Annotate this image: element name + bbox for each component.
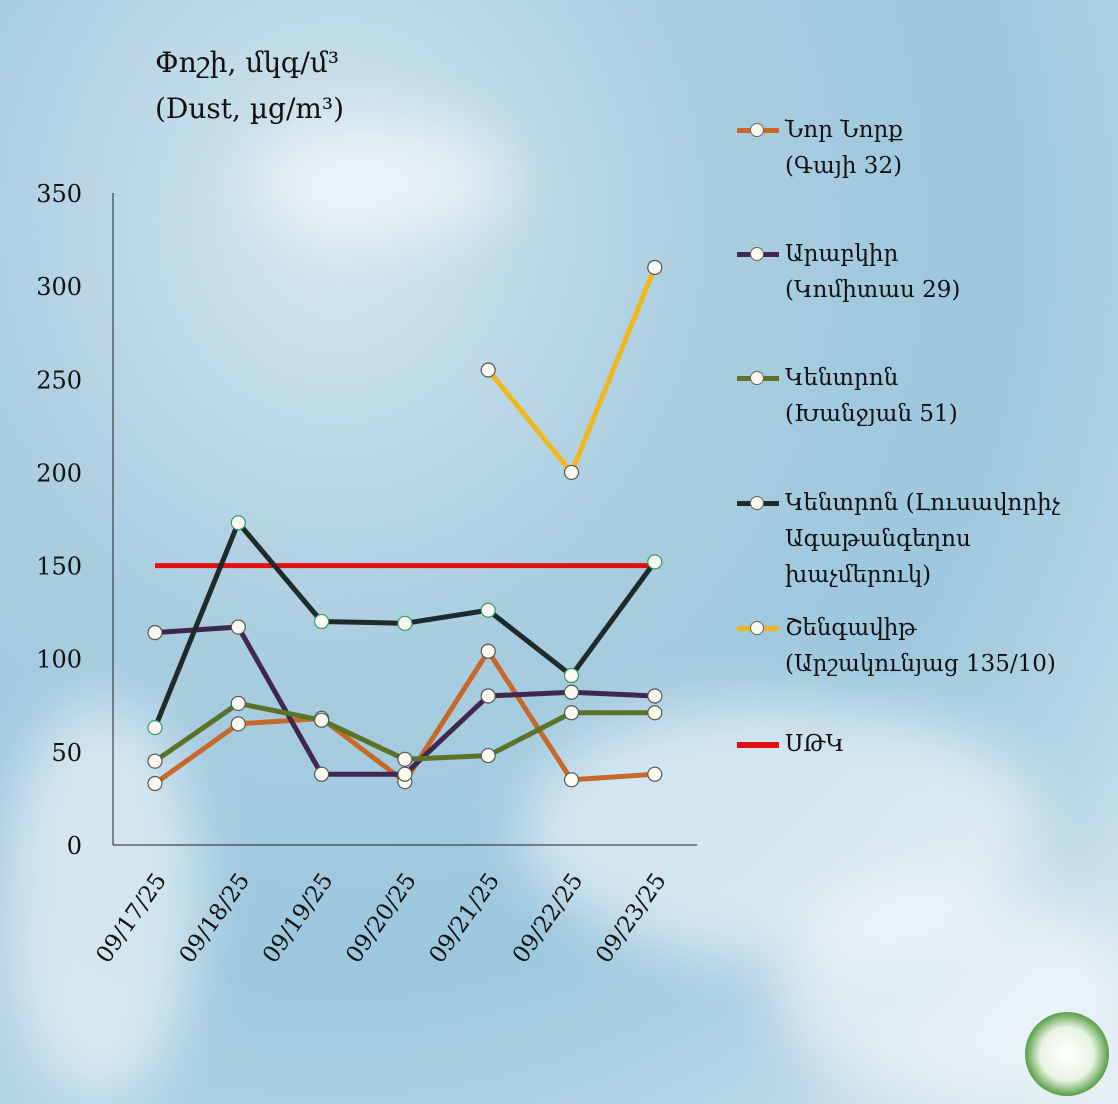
data-point [480, 643, 496, 659]
data-point [480, 362, 496, 378]
data-point [647, 766, 663, 782]
y-tick-label: 300 [36, 273, 82, 301]
x-tick-label: 09/23/25 [591, 869, 672, 969]
legend-label: Շենգավիթ (Արշակունյաց 135/10) [785, 610, 1115, 682]
title-line-2: (Dust, µg/m³) [155, 92, 345, 125]
legend-label-line: Շենգավիթ [785, 615, 917, 641]
data-point [480, 602, 496, 618]
y-tick-label: 250 [36, 366, 82, 394]
data-point [647, 688, 663, 704]
data-point [647, 554, 663, 570]
legend-label-line: (Խանջյան 51) [785, 401, 958, 427]
legend-label-line: Կենտրոն (Լուսավորիչ [785, 490, 1061, 516]
y-tick-label: 0 [67, 832, 82, 860]
x-tick-label: 09/17/25 [91, 869, 172, 969]
legend-label: Արաբկիր (Կոմիտաս 29) [785, 236, 1115, 308]
legend-label-line: խաչմերուկ) [785, 562, 932, 588]
legend-label-line: (Արշակունյաց 135/10) [785, 651, 1056, 677]
legend-label-line: Նոր Նորք [785, 117, 903, 143]
data-point [147, 753, 163, 769]
data-point [563, 705, 580, 721]
legend-item: Նոր Նորք (Գայի 32) [735, 112, 1115, 184]
legend-marker-icon [735, 112, 785, 148]
legend-label-line: Կենտրոն [785, 365, 899, 391]
x-tick-label: 09/18/25 [175, 869, 256, 969]
legend-item: ՍԹԿ [735, 726, 1115, 762]
legend-label: ՍԹԿ [785, 726, 1115, 762]
data-point [480, 688, 496, 704]
data-point [230, 716, 246, 732]
legend-label: Նոր Նորք (Գայի 32) [785, 112, 1115, 184]
y-tick-label: 350 [36, 180, 82, 208]
data-point [230, 515, 246, 531]
data-point [397, 751, 413, 767]
data-point [563, 772, 580, 788]
data-point [147, 720, 163, 736]
data-point [314, 613, 330, 630]
y-tick-label: 200 [36, 459, 82, 487]
data-point [563, 464, 580, 481]
data-point [147, 775, 163, 792]
y-tick-label: 150 [36, 553, 82, 581]
series-line [486, 266, 658, 475]
legend-label-line: ՍԹԿ [785, 731, 845, 757]
data-point [314, 766, 330, 782]
data-point [314, 712, 330, 728]
ministry-logo [1025, 1012, 1109, 1096]
data-point [230, 695, 246, 712]
legend-label: Կենտրոն (Խանջյան 51) [785, 360, 1115, 432]
legend-label-line: (Գայի 32) [785, 153, 903, 179]
x-tick-label: 09/21/25 [425, 869, 506, 969]
legend-item: Շենգավիթ (Արշակունյաց 135/10) [735, 610, 1115, 682]
legend-label-line: (Կոմիտաս 29) [785, 277, 961, 303]
data-point [397, 615, 413, 631]
data-point [397, 766, 413, 782]
x-tick-label: 09/20/25 [341, 869, 422, 969]
x-tick-label: 09/22/25 [508, 869, 589, 969]
data-point [563, 667, 580, 684]
data-point [647, 705, 663, 721]
x-tick-label: 09/19/25 [258, 869, 339, 969]
legend-item: Կենտրոն (Խանջյան 51) [735, 360, 1115, 432]
chart-title: Փոշի, մկգ/մ³ (Dust, µg/m³) [155, 40, 344, 132]
title-line-1: Փոշի, մկգ/մ³ [155, 46, 340, 79]
y-tick-label: 50 [51, 739, 82, 767]
legend-label: Կենտրոն (Լուսավորիչ Ագաթանգեղոս խաչմերուկ) [785, 485, 1115, 593]
data-point [147, 625, 163, 641]
data-point [480, 747, 496, 764]
legend-item: Արաբկիր (Կոմիտաս 29) [735, 236, 1115, 308]
data-point [563, 684, 580, 700]
legend-marker-icon [735, 360, 785, 396]
y-tick-label: 100 [36, 646, 82, 674]
legend-marker-icon [735, 610, 785, 646]
legend-item: Կենտրոն (Լուսավորիչ Ագաթանգեղոս խաչմերուկ) [735, 485, 1115, 593]
data-point [230, 619, 246, 635]
legend-label-line: Ագաթանգեղոս [785, 526, 971, 552]
legend-marker-icon [735, 726, 785, 762]
legend-marker-icon [735, 485, 785, 521]
data-point [647, 259, 663, 276]
legend-marker-icon [735, 236, 785, 272]
legend-label-line: Արաբկիր [785, 241, 899, 267]
